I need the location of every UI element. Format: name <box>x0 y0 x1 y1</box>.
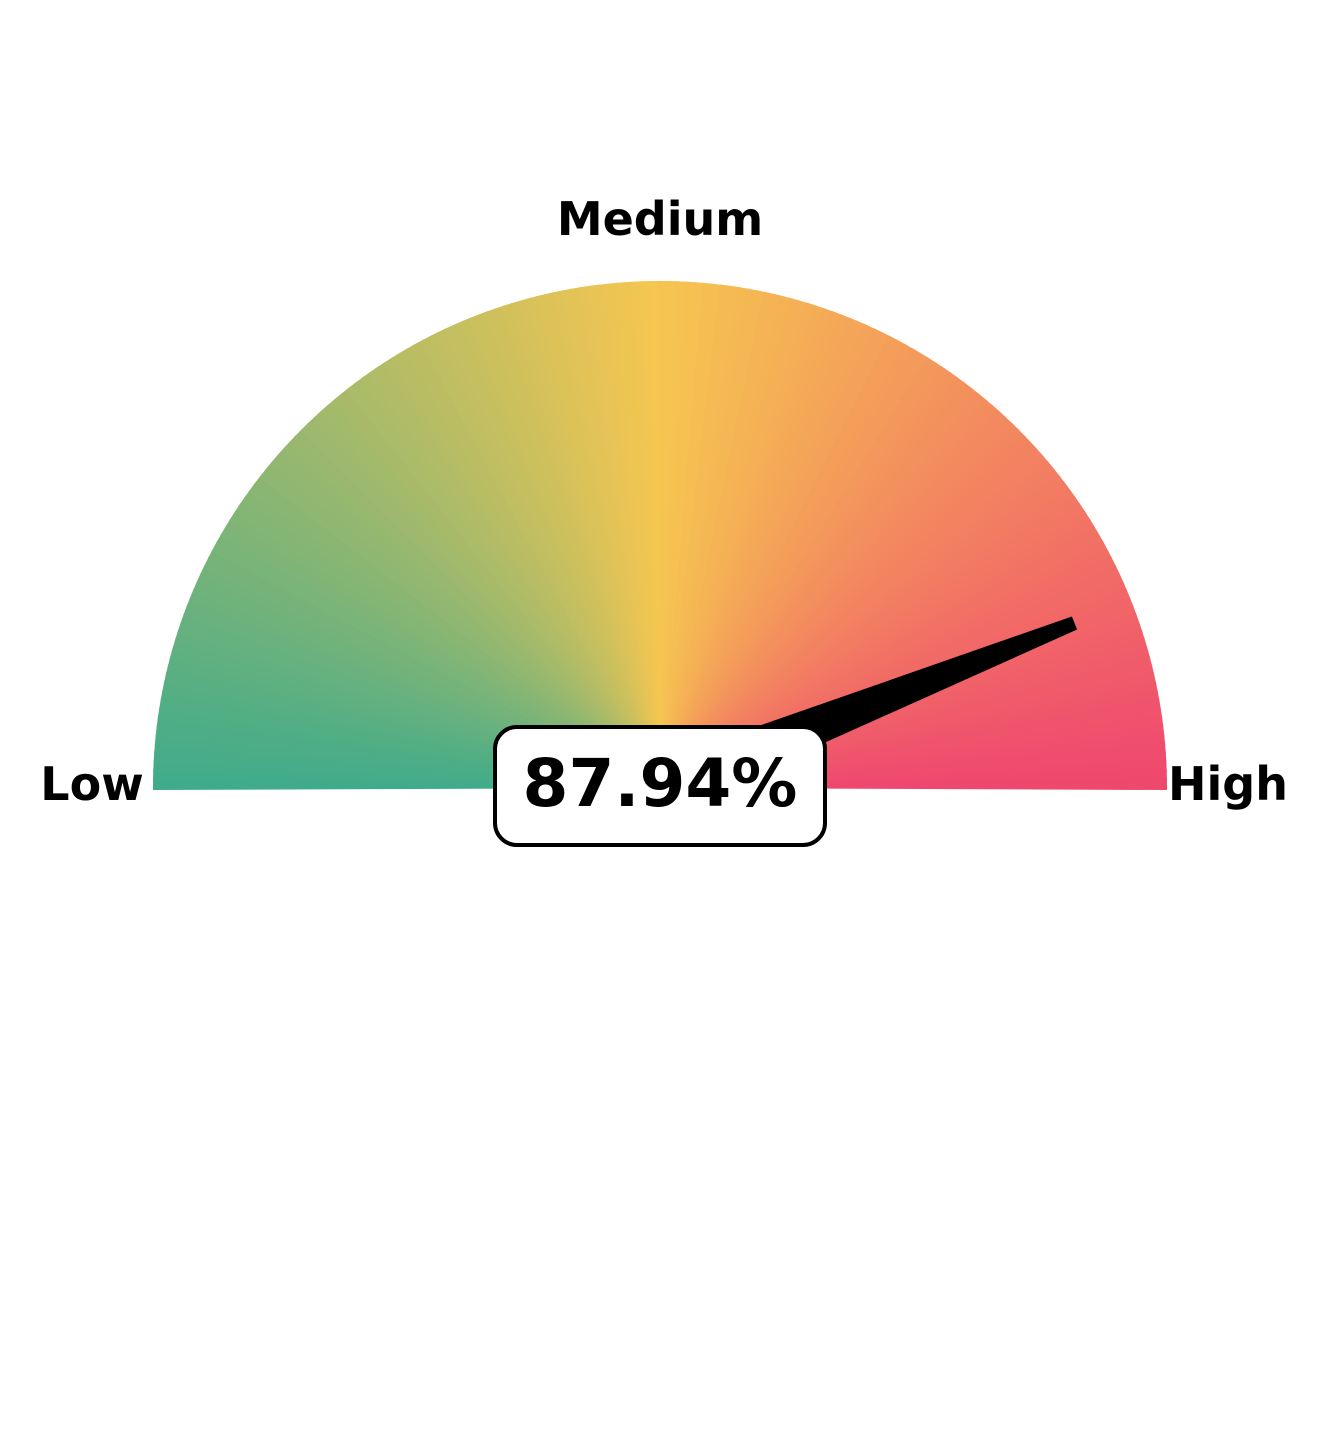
gauge-arc-segment <box>484 307 660 788</box>
gauge-arc-segment <box>660 428 1027 788</box>
gauge-arc-segment <box>367 366 660 788</box>
gauge-arc-segment <box>312 409 660 788</box>
gauge-arc-segment <box>543 291 660 788</box>
gauge-arc-segment <box>660 460 1056 788</box>
gauge-arc-segment <box>243 488 660 788</box>
gauge-arc-segment <box>397 347 660 788</box>
gauge-arc-segment <box>339 387 660 788</box>
gauge-arc-segment <box>660 481 1072 788</box>
gauge-arc-segment <box>443 324 660 788</box>
gauge-arc-segment <box>587 284 660 788</box>
gauge-arc-segment <box>552 289 660 788</box>
gauge-arc-segment <box>660 376 967 788</box>
gauge-arc-segment <box>451 320 660 788</box>
gauge-arc-segment <box>660 510 1092 788</box>
gauge-arc-segment <box>660 453 1050 788</box>
value-label: 87.94% <box>523 745 798 822</box>
gauge-arc-segment <box>276 447 660 788</box>
gauge-arc <box>152 280 1168 791</box>
gauge-arc-segment <box>509 300 660 788</box>
label-low: Low <box>40 757 143 811</box>
gauge-arc-segment <box>248 481 660 788</box>
gauge-arc-segment <box>281 440 660 788</box>
gauge-arc-segment <box>578 285 660 788</box>
value-box: 87.94% <box>493 725 827 847</box>
gauge-arc-segment <box>660 398 995 788</box>
gauge-arc-segment <box>420 335 660 788</box>
gauge-arc-segment <box>535 293 660 788</box>
gauge-arc-segment <box>660 434 1033 788</box>
gauge-arc-segment <box>561 288 660 788</box>
gauge-arc-segment <box>660 409 1008 788</box>
gauge-arc-segment <box>306 415 660 788</box>
gauge-arc-segment <box>293 428 660 788</box>
gauge-arc-segment <box>660 517 1096 788</box>
label-high: High <box>1168 757 1288 811</box>
gauge-arc-segment <box>660 474 1067 788</box>
gauge-arc-segment <box>660 488 1077 788</box>
gauge-arc-segment <box>389 352 660 788</box>
gauge-arc-segment <box>660 371 960 788</box>
gauge-arc-segment <box>526 295 660 788</box>
value-box-frame <box>493 725 827 847</box>
gauge-arc-segment <box>319 404 660 788</box>
gauge-arc-segment <box>660 421 1020 788</box>
gauge-arc-segment <box>270 453 660 788</box>
gauge-arc-segment <box>412 339 660 788</box>
gauge-arc-segment <box>631 281 660 788</box>
gauge-arc-segment <box>346 381 660 788</box>
gauge-arc-segment <box>660 404 1001 788</box>
gauge-arc-segment <box>253 474 660 788</box>
gauge-arc-segment <box>660 440 1039 788</box>
gauge-arc-segment <box>622 281 660 788</box>
gauge-arc-segment <box>613 282 660 788</box>
gauge-arc-segment <box>640 281 660 788</box>
gauge-arc-segment <box>374 361 660 788</box>
gauge-arc-segment <box>287 434 660 788</box>
gauge-arc-segment <box>460 317 660 788</box>
gauge-arc-segment <box>501 302 660 788</box>
gauge-arc-segment <box>660 392 988 788</box>
gauge-arc-segment <box>493 305 660 788</box>
gauge-arc-segment <box>476 310 660 788</box>
gauge-arc-segment <box>325 398 660 788</box>
gauge-arc-segment <box>660 381 974 788</box>
gauge-arc-segment <box>569 286 660 788</box>
gauge-arc-segment <box>435 327 660 788</box>
gauge-arc-segment <box>604 282 660 788</box>
gauge-arc-segment <box>660 366 953 788</box>
gauge-arc-segment <box>518 297 660 788</box>
gauge-arc-segment <box>264 460 660 788</box>
gauge-arc-segment <box>404 343 660 788</box>
gauge-arc-segment <box>660 447 1044 788</box>
gauge-arc-segment <box>360 371 660 788</box>
gauge-arc-segment <box>428 331 660 788</box>
gauge-arc-segment <box>353 376 660 788</box>
gauge-arc-segment <box>660 495 1082 788</box>
gauge-arc-segment <box>332 392 660 788</box>
gauge-arc-segment <box>300 421 660 788</box>
gauge-arc-segment <box>660 502 1087 788</box>
gauge-arc-segment <box>468 313 660 788</box>
gauge-arc-segment <box>660 387 981 788</box>
gauge-arc-segment <box>382 356 660 788</box>
gauge-arc-segment <box>660 415 1014 788</box>
gauge-arc-segment <box>259 467 660 788</box>
gauge-arc-segment <box>238 495 661 788</box>
gauge-arc-segment <box>660 467 1061 788</box>
label-medium: Medium <box>557 192 763 246</box>
gauge-arc-segment <box>596 283 660 788</box>
